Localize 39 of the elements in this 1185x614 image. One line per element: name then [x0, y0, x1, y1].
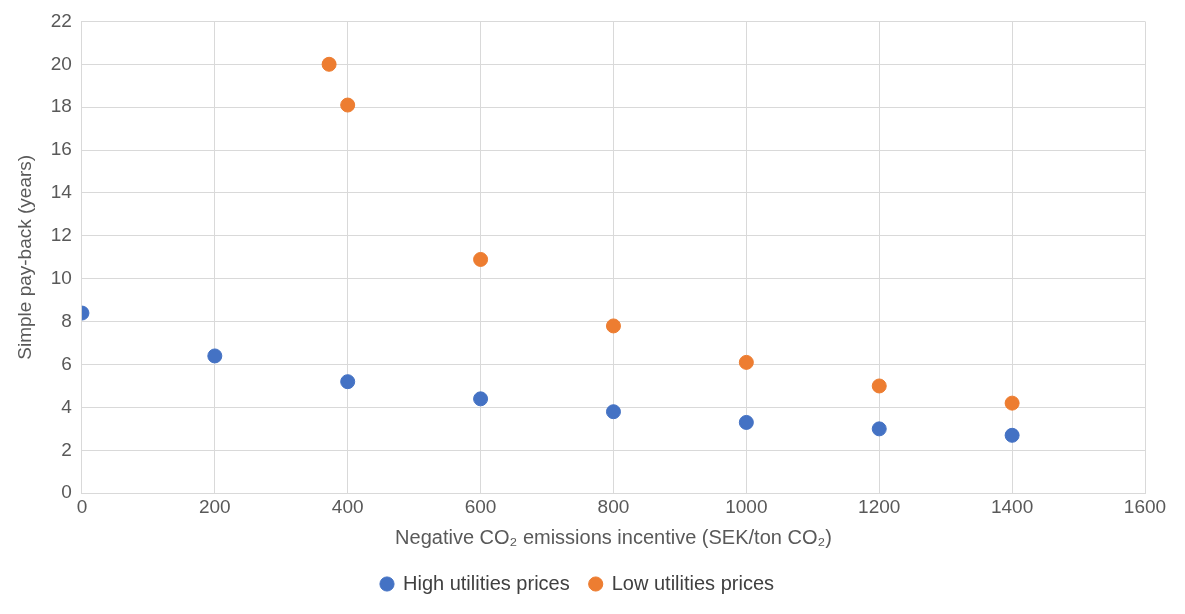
x-axis-title: Negative CO₂ emissions incentive (SEK/ton CO₂): [395, 525, 832, 548]
point: [473, 251, 489, 267]
x-tick-label: 1000: [725, 495, 768, 517]
point: [738, 354, 754, 370]
point: [340, 374, 356, 390]
point: [207, 348, 223, 364]
point: [605, 404, 621, 420]
x-tick-label: 1200: [858, 495, 901, 517]
x-tick-label: 200: [198, 495, 231, 517]
x-tick-label: 1600: [1123, 495, 1167, 517]
point: [871, 378, 887, 394]
y-tick-label: 16: [50, 138, 72, 160]
x-tick-label: 600: [464, 495, 497, 517]
y-tick-label: 6: [61, 352, 72, 374]
y-axis-title: Simple pay-back (years): [13, 154, 35, 360]
y-tick-label: 22: [50, 9, 72, 31]
point: [871, 421, 887, 437]
y-tick-label: 14: [50, 181, 73, 203]
point: [738, 414, 754, 430]
point: [605, 318, 621, 334]
y-tick-label: 20: [50, 52, 72, 74]
point: [473, 391, 489, 407]
y-tick-label: 8: [61, 309, 72, 331]
x-tick-label: 400: [331, 495, 364, 517]
y-tick-label: 4: [61, 395, 73, 417]
point: [340, 97, 356, 113]
y-tick-label: 12: [50, 224, 72, 246]
x-tick-label: 800: [597, 495, 630, 517]
x-tick-label: 0: [76, 495, 88, 517]
legend-label: High utilities prices: [402, 571, 570, 594]
point: [321, 56, 337, 72]
point: [1004, 427, 1020, 443]
legend-label: Low utilities prices: [611, 571, 775, 594]
y-tick-label: 0: [61, 481, 72, 503]
y-tick-label: 10: [50, 266, 72, 288]
y-tick-label: 2: [61, 438, 72, 460]
y-tick-label: 18: [50, 95, 72, 117]
point: [1004, 395, 1020, 411]
x-tick-label: 1400: [990, 495, 1034, 517]
